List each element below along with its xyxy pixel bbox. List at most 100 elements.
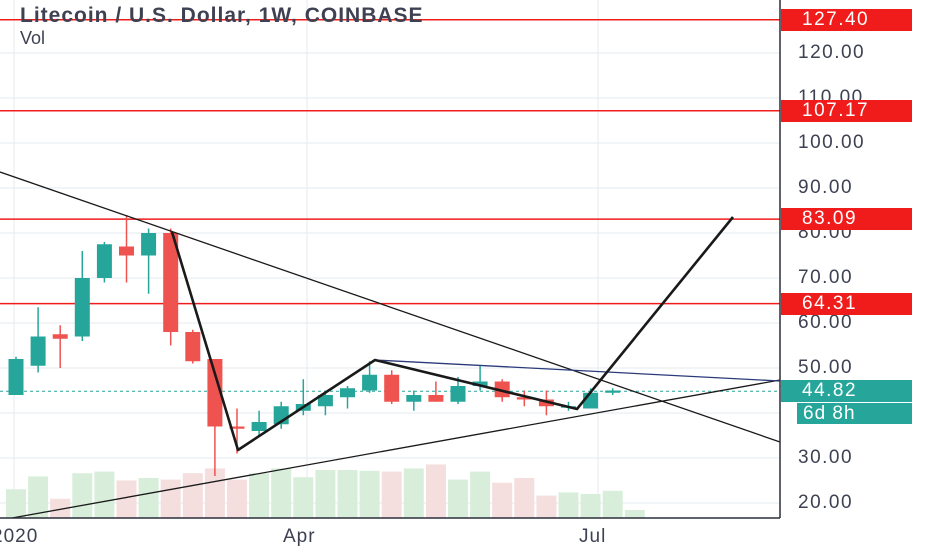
volume-bar xyxy=(138,478,159,518)
descending-trendline[interactable] xyxy=(0,171,781,443)
price-axis-tick: 50.00 xyxy=(798,357,854,378)
volume-label: Vol xyxy=(20,28,46,48)
candle-body xyxy=(384,374,400,402)
volume-bar xyxy=(381,471,402,518)
candle xyxy=(384,370,400,404)
volume-bars xyxy=(6,464,645,518)
price-axis-tick: 100.00 xyxy=(798,132,866,153)
volume-bar xyxy=(580,494,601,518)
volume-bar xyxy=(116,480,137,518)
level-price-label: 107.17 xyxy=(781,99,912,122)
volume-bar xyxy=(425,464,446,518)
candle xyxy=(141,228,157,294)
candle xyxy=(251,410,267,436)
volume-bar xyxy=(28,476,49,518)
volume-bar xyxy=(315,470,336,518)
volume-bar xyxy=(72,473,93,518)
horizontal-levels[interactable] xyxy=(0,18,780,392)
candle xyxy=(605,388,621,395)
candle-body xyxy=(8,359,24,395)
volume-bar xyxy=(514,478,535,518)
volume-bar xyxy=(293,477,314,518)
candles xyxy=(8,215,621,476)
price-axis-tick: 60.00 xyxy=(798,312,854,333)
volume-bar xyxy=(448,479,468,518)
candle-body xyxy=(52,334,68,339)
time-axis-tick: Jul xyxy=(579,526,607,547)
volume-bar xyxy=(50,498,71,518)
upper-wedge-line[interactable] xyxy=(374,359,781,382)
price-axis-tick: 90.00 xyxy=(798,177,854,198)
price-axis-tick: 70.00 xyxy=(798,267,854,288)
volume-bar xyxy=(470,471,491,518)
bar-countdown-label: 6d 8h xyxy=(797,403,912,425)
volume-bar xyxy=(359,470,380,518)
candle-body xyxy=(605,390,621,393)
candle xyxy=(185,329,201,364)
ascending-trendline[interactable] xyxy=(11,379,781,519)
level-price-label: 127.40 xyxy=(781,8,912,31)
candle-body xyxy=(251,422,267,431)
volume-bar xyxy=(6,489,26,518)
candle-body xyxy=(428,395,444,402)
volume-bar xyxy=(160,479,181,518)
price-axis-tick: 120.00 xyxy=(798,42,866,63)
volume-bar xyxy=(94,471,115,518)
level-price-label: 83.09 xyxy=(781,208,912,231)
volume-bar xyxy=(337,470,358,518)
candle-body xyxy=(472,381,488,386)
candle-body xyxy=(450,386,466,402)
candle xyxy=(74,251,90,341)
volume-bar xyxy=(249,473,270,518)
candle xyxy=(96,242,112,283)
level-price-label: 64.31 xyxy=(781,292,912,315)
last-price-label: 44.82 xyxy=(781,380,912,403)
candle xyxy=(317,390,333,416)
candle-body xyxy=(406,395,422,402)
volume-bar xyxy=(624,510,645,518)
candle xyxy=(8,356,24,395)
candle-body xyxy=(229,426,245,429)
volume-bar xyxy=(182,473,203,518)
grid xyxy=(0,0,780,518)
candle-body xyxy=(96,244,112,278)
price-axis-tick: 30.00 xyxy=(798,447,854,468)
volume-bar xyxy=(227,479,247,518)
candle-body xyxy=(317,395,333,407)
candle xyxy=(406,390,422,411)
candle-body xyxy=(340,388,355,398)
candle-body xyxy=(141,233,157,256)
candle-body xyxy=(185,332,201,362)
drawings[interactable] xyxy=(0,171,781,519)
candle-body xyxy=(494,381,510,398)
volume-bar xyxy=(602,490,623,518)
price-axis-tick: 20.00 xyxy=(798,492,854,513)
candle-body xyxy=(163,233,179,332)
candle xyxy=(163,228,179,346)
time-axis-tick: Apr xyxy=(283,526,316,547)
volume-bar xyxy=(271,468,292,518)
volume-bar xyxy=(492,482,513,518)
volume-bar xyxy=(558,492,579,518)
candle xyxy=(52,325,68,368)
candle xyxy=(30,307,46,373)
candle xyxy=(119,215,134,283)
candle-body xyxy=(516,397,532,400)
candle xyxy=(362,361,378,393)
candle-body xyxy=(119,246,134,256)
candle-body xyxy=(362,374,378,391)
candle-body xyxy=(30,336,46,366)
chart-title: Litecoin / U.S. Dollar, 1W, COINBASE xyxy=(20,4,424,27)
candle xyxy=(428,381,444,402)
projection-path[interactable] xyxy=(170,216,735,452)
candle xyxy=(450,377,466,404)
candle xyxy=(516,390,532,407)
candle-body xyxy=(207,359,223,427)
candle xyxy=(340,386,355,409)
candle xyxy=(207,359,223,476)
time-axis-tick: 2020 xyxy=(0,526,39,547)
candle-body xyxy=(74,278,90,337)
volume-bar xyxy=(403,468,424,518)
